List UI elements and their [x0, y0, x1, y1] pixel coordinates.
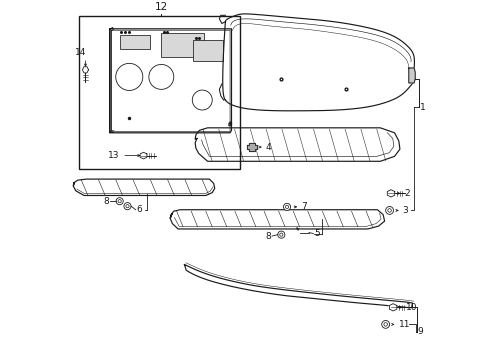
Polygon shape: [82, 67, 89, 73]
Text: 1: 1: [420, 103, 426, 112]
Circle shape: [124, 203, 131, 210]
Text: 13: 13: [108, 151, 120, 160]
Polygon shape: [387, 190, 395, 197]
Bar: [120, 35, 150, 49]
Circle shape: [386, 207, 393, 214]
Text: 3: 3: [403, 206, 409, 215]
Text: 11: 11: [398, 320, 410, 329]
Text: 5: 5: [315, 229, 320, 238]
Polygon shape: [170, 210, 385, 229]
Text: 8: 8: [103, 197, 109, 206]
Polygon shape: [111, 29, 231, 132]
Circle shape: [116, 198, 123, 205]
Text: 9: 9: [417, 327, 423, 336]
Polygon shape: [223, 14, 415, 111]
Polygon shape: [195, 128, 400, 161]
Text: 10: 10: [406, 303, 418, 312]
Polygon shape: [409, 68, 415, 83]
Circle shape: [278, 231, 285, 238]
Text: 4: 4: [266, 143, 271, 152]
Bar: [194, 40, 222, 61]
Polygon shape: [140, 152, 147, 159]
Bar: [79, 16, 240, 170]
Text: 7: 7: [301, 202, 307, 211]
Polygon shape: [390, 304, 397, 311]
Text: 12: 12: [155, 2, 168, 12]
Text: 2: 2: [405, 189, 410, 198]
Text: 8: 8: [265, 231, 270, 240]
Text: 14: 14: [75, 48, 86, 57]
Polygon shape: [184, 265, 413, 308]
Circle shape: [382, 320, 390, 328]
Text: 6: 6: [137, 205, 143, 214]
Circle shape: [283, 203, 291, 211]
Polygon shape: [247, 143, 257, 151]
Bar: [161, 33, 204, 57]
Polygon shape: [74, 179, 215, 195]
